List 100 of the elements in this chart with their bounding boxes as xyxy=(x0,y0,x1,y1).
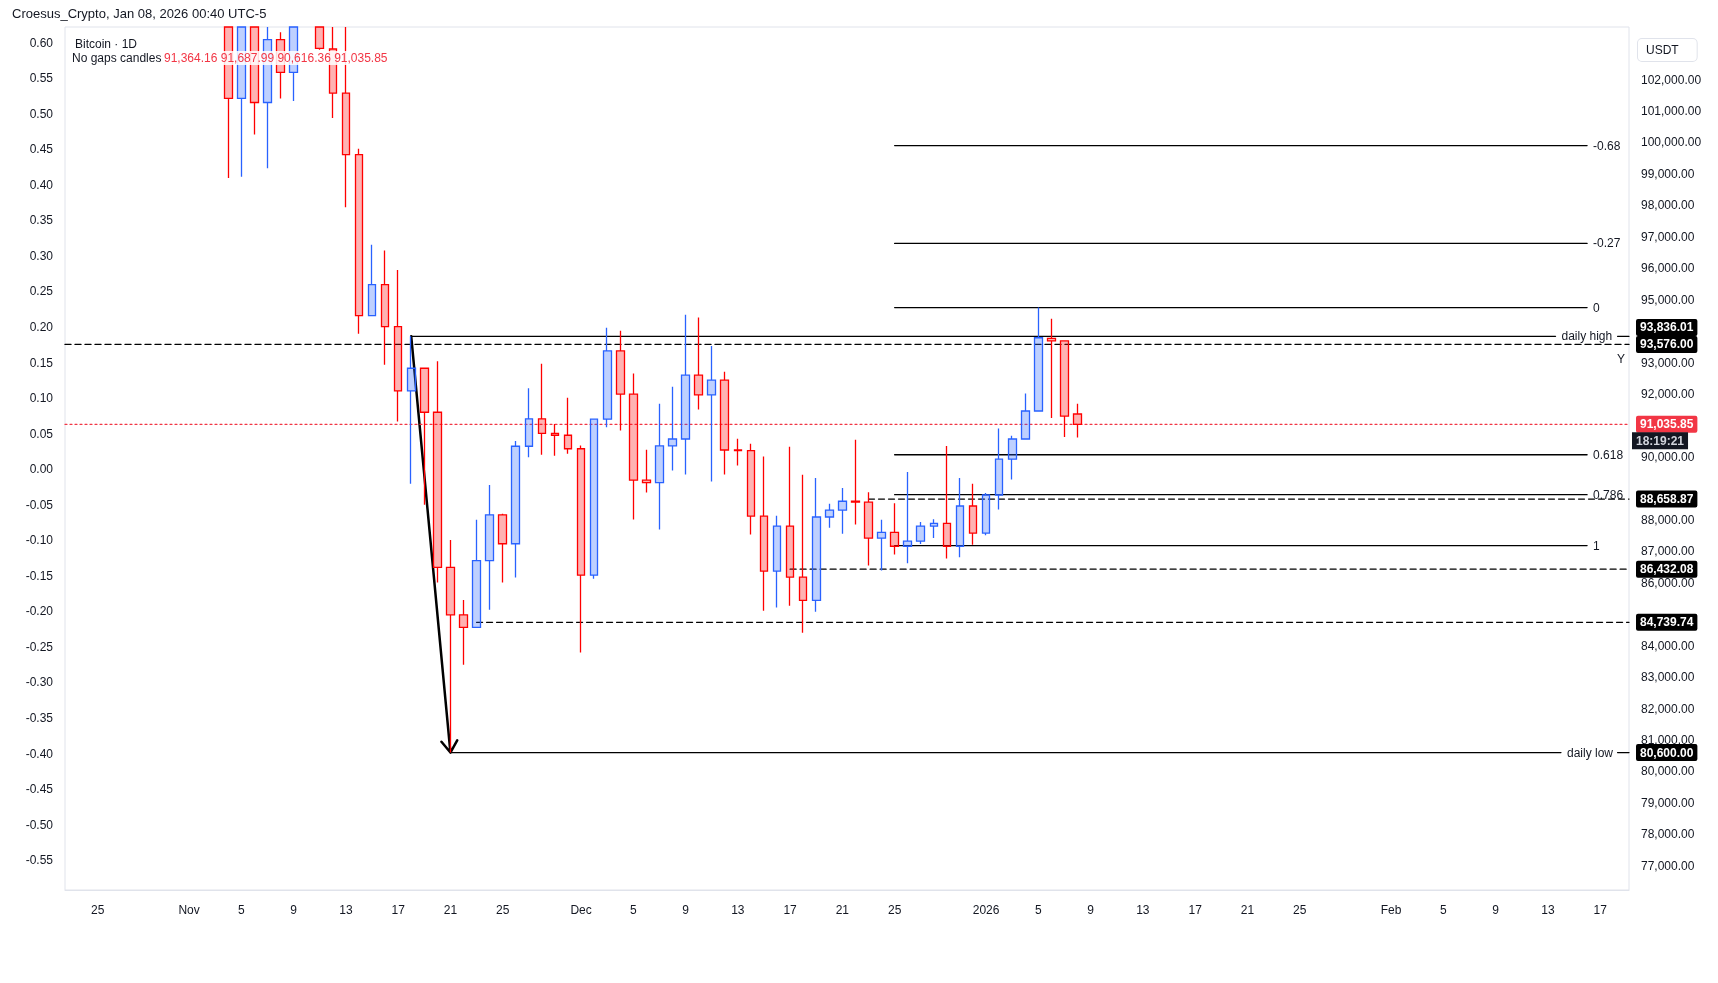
y2-tick-label: -0.40 xyxy=(25,746,54,761)
x-tick-label: 5 xyxy=(629,903,637,917)
candlestick xyxy=(824,503,835,529)
candlestick xyxy=(589,418,599,580)
candlestick xyxy=(1020,392,1031,440)
y-tick-label: 92,000.00 xyxy=(1641,387,1695,402)
candlestick xyxy=(471,519,482,629)
candlestick xyxy=(889,502,900,556)
y2-tick-label: -0.30 xyxy=(25,675,54,690)
candlestick xyxy=(432,360,443,584)
y2-tick-label: 0.55 xyxy=(29,71,54,86)
y2-tick-label: 0.10 xyxy=(29,391,54,406)
candlestick xyxy=(863,491,874,567)
candlestick xyxy=(419,367,430,506)
x-tick-label: 13 xyxy=(1541,903,1555,917)
y2-tick-label: 0.50 xyxy=(29,106,54,121)
y-tick-label: 102,000.00 xyxy=(1641,72,1702,87)
y-tick-label: 79,000.00 xyxy=(1641,795,1695,810)
candlestick xyxy=(628,372,639,521)
y-tick-label: 87,000.00 xyxy=(1641,544,1695,559)
x-tick-label: 21 xyxy=(835,903,850,917)
candlestick xyxy=(550,423,560,457)
y2-tick-label: -0.45 xyxy=(25,782,54,797)
y2-tick-label: -0.55 xyxy=(25,853,54,868)
x-tick-label: Nov xyxy=(178,903,200,917)
series-label: 0 xyxy=(1593,300,1601,315)
y-tick-label: 77,000.00 xyxy=(1641,858,1695,873)
candlestick xyxy=(510,440,521,579)
data-label: 91,035.85 xyxy=(1640,417,1694,432)
y2-tick-label: -0.20 xyxy=(25,604,54,619)
candlestick xyxy=(380,249,390,366)
candlestick xyxy=(1046,318,1057,419)
y2-tick-label: -0.50 xyxy=(25,817,54,832)
y2-tick-label: 0.40 xyxy=(29,177,54,192)
x-tick-label: 5 xyxy=(1035,903,1043,917)
x-tick-label: 9 xyxy=(1492,903,1500,917)
x-tick-label: 5 xyxy=(1440,903,1448,917)
candlestick xyxy=(314,26,325,51)
candlestick xyxy=(876,519,887,572)
text: 18:19:21 xyxy=(1636,434,1685,449)
x-tick-label: 25 xyxy=(496,903,510,917)
candlestick xyxy=(798,474,808,634)
x-tick-label: 2026 xyxy=(972,903,1000,917)
y-tick-label: 84,000.00 xyxy=(1641,638,1695,653)
candlestick xyxy=(968,483,978,546)
y-tick-label: 100,000.00 xyxy=(1641,135,1702,150)
y2-tick-label: 0.35 xyxy=(29,213,54,228)
candlestick xyxy=(772,515,782,609)
y-tick-label: 80,000.00 xyxy=(1641,764,1695,779)
data-label: 93,836.01 xyxy=(1640,320,1694,335)
text: Croesus_Crypto, Jan 08, 2026 00:40 UTC-5 xyxy=(12,6,267,21)
y2-tick-label: -0.25 xyxy=(25,639,54,654)
x-tick-label: 9 xyxy=(1087,903,1095,917)
x-tick-label: Dec xyxy=(570,903,592,917)
y-tick-label: 83,000.00 xyxy=(1641,670,1695,685)
candlestick xyxy=(484,484,495,611)
annotation: No gaps candles xyxy=(72,51,162,65)
data-label: 84,739.74 xyxy=(1640,615,1694,630)
series-label: daily high xyxy=(1561,329,1613,344)
series-label: -0.27 xyxy=(1593,236,1621,251)
candlestick xyxy=(942,445,952,560)
candlestick xyxy=(733,438,743,467)
data-label: 80,600.00 xyxy=(1640,745,1694,760)
x-tick-label: 9 xyxy=(682,903,690,917)
x-tick-label: 21 xyxy=(1240,903,1255,917)
candlestick xyxy=(654,403,665,531)
candlestick xyxy=(850,438,861,526)
candlestick xyxy=(615,330,626,432)
candlestick xyxy=(1072,403,1083,439)
candlestick xyxy=(497,513,508,584)
y2-tick-label: -0.35 xyxy=(25,710,54,725)
y-tick-label: 98,000.00 xyxy=(1641,198,1695,213)
y2-tick-label: 0.20 xyxy=(29,319,54,334)
y-tick-label: 86,000.00 xyxy=(1641,575,1695,590)
y-tick-label: 96,000.00 xyxy=(1641,261,1695,276)
candlestick xyxy=(811,477,822,613)
x-tick-label: 25 xyxy=(887,903,902,917)
candlestick xyxy=(367,243,377,317)
series-label: 0.786 xyxy=(1593,487,1624,502)
y2-tick-label: -0.05 xyxy=(25,497,54,512)
candlestick xyxy=(458,599,469,666)
series-label: daily low xyxy=(1566,745,1614,760)
annotation: 91,364.16 91,687.99 90,616.36 91,035.85 xyxy=(164,51,388,65)
x-tick-label: 25 xyxy=(90,903,105,917)
candlestick xyxy=(706,345,717,483)
series-label: 0.618 xyxy=(1593,447,1624,462)
x-tick-label: Feb xyxy=(1380,903,1402,917)
data-label: 86,432.08 xyxy=(1640,562,1694,577)
x-tick-label: 9 xyxy=(290,903,298,917)
candlestick xyxy=(719,371,730,476)
y-tick-label: 93,000.00 xyxy=(1641,355,1695,370)
candlestick xyxy=(667,386,678,472)
y2-tick-label: 0.30 xyxy=(29,248,54,263)
y-tick-label: 101,000.00 xyxy=(1641,103,1702,118)
candlestick xyxy=(785,446,795,607)
x-tick-label: 21 xyxy=(443,903,458,917)
series-label: Y xyxy=(1617,352,1626,367)
candlestick xyxy=(524,387,534,458)
y-tick-label: 90,000.00 xyxy=(1641,449,1695,464)
y2-tick-label: 0.45 xyxy=(29,142,54,157)
